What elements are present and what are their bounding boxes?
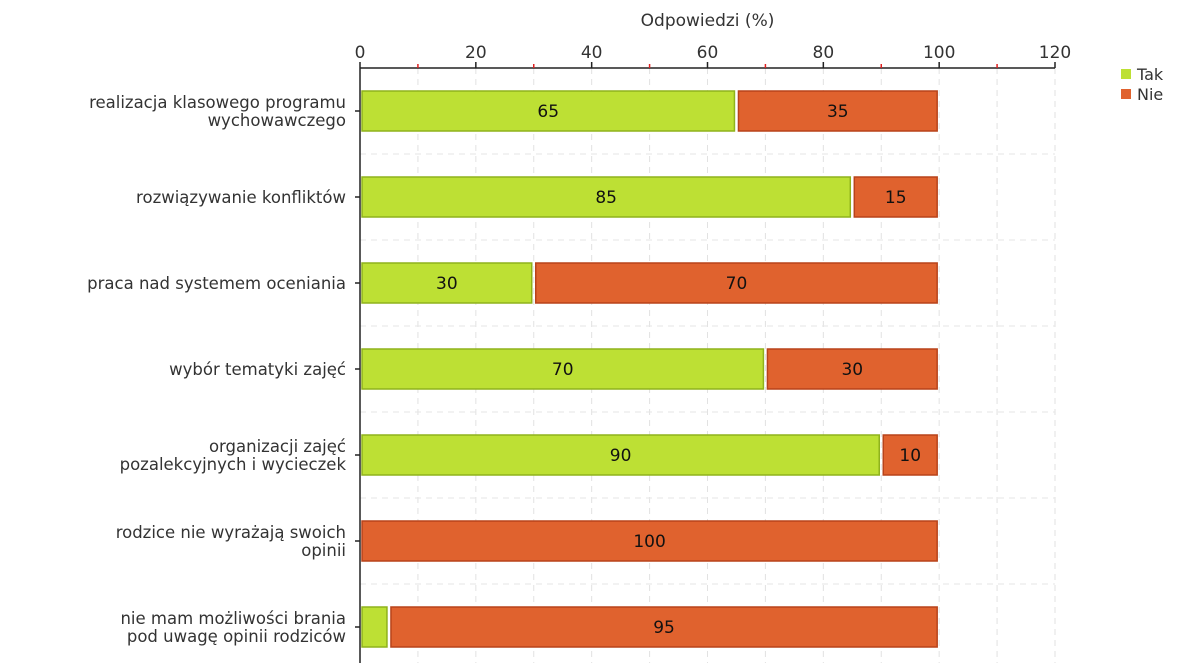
bar-value-label: 10: [899, 446, 921, 466]
category-label-line: praca nad systemem oceniania: [87, 274, 346, 293]
legend-label: Tak: [1136, 65, 1164, 84]
x-axis-ticks: 0 20 40 60 80 100 120: [355, 43, 1071, 68]
bar-value-label: 90: [610, 446, 632, 466]
bar-nie: [853, 176, 938, 218]
bar-value-label: 95: [653, 618, 675, 638]
bar-tak: [361, 606, 388, 648]
bar-nie: [390, 606, 938, 648]
category-label-line: wybór tematyki zajęć: [169, 360, 346, 379]
bar-value-label: 15: [885, 188, 907, 208]
category-label-line: organizacji zajęć: [209, 437, 346, 456]
bar-nie: [737, 90, 938, 132]
category-label: organizacji zajęć pozalekcyjnych i wyciec…: [120, 437, 347, 474]
category-label-line: pozalekcyjnych i wycieczek: [120, 455, 347, 474]
bar-tak: [361, 176, 852, 218]
category-label: wybór tematyki zajęć: [169, 360, 346, 379]
bar-tak: [361, 262, 533, 304]
bar-value-label: 65: [537, 102, 559, 122]
category-label: rodzice nie wyrażają swoich opinii: [116, 523, 346, 560]
bar-nie: [361, 520, 938, 562]
x-tick-label: 40: [581, 43, 603, 63]
x-tick-label: 60: [697, 43, 719, 63]
bar-tak: [361, 90, 736, 132]
bar-tak: [361, 434, 880, 476]
category-label: rozwiązywanie konfliktów: [136, 188, 346, 207]
category-label-line: nie mam możliwości brania: [120, 609, 346, 628]
x-tick-label: 120: [1039, 43, 1071, 63]
category-label-line: opinii: [301, 541, 346, 560]
bar-value-label: 35: [827, 102, 849, 122]
bar-nie: [766, 348, 938, 390]
category-label-line: realizacja klasowego programu: [89, 93, 346, 112]
x-tick-label: 0: [355, 43, 366, 63]
bar-value-label: 70: [552, 360, 574, 380]
bar-value-label: 85: [595, 188, 617, 208]
bar-value-label: 30: [841, 360, 863, 380]
category-labels: realizacja klasowego programu wychowawcze…: [87, 93, 360, 646]
x-axis-title: Odpowiedzi (%): [641, 11, 775, 31]
bar-value-label: 70: [726, 274, 748, 294]
category-label-line: rozwiązywanie konfliktów: [136, 188, 346, 207]
category-label: nie mam możliwości brania pod uwagę opini…: [120, 609, 346, 646]
x-tick-label: 80: [813, 43, 835, 63]
bar-nie: [882, 434, 938, 476]
bar-nie: [535, 262, 938, 304]
bar-value-label: 30: [436, 274, 458, 294]
category-label-line: wychowawczego: [208, 111, 346, 130]
legend-swatch: [1121, 89, 1131, 99]
bars: 65 35 85 15 30 70 70 30 90 10 100 95: [361, 90, 938, 648]
category-label: praca nad systemem oceniania: [87, 274, 346, 293]
category-label-line: pod uwagę opinii rodziców: [127, 627, 346, 646]
bar-value-label: 100: [633, 532, 665, 552]
legend-label: Nie: [1137, 85, 1163, 104]
x-tick-label: 100: [923, 43, 955, 63]
legend-swatch: [1121, 69, 1131, 79]
bar-tak: [361, 348, 765, 390]
category-label-line: rodzice nie wyrażają swoich: [116, 523, 346, 542]
category-label: realizacja klasowego programu wychowawcze…: [89, 93, 346, 130]
x-tick-label: 20: [465, 43, 487, 63]
